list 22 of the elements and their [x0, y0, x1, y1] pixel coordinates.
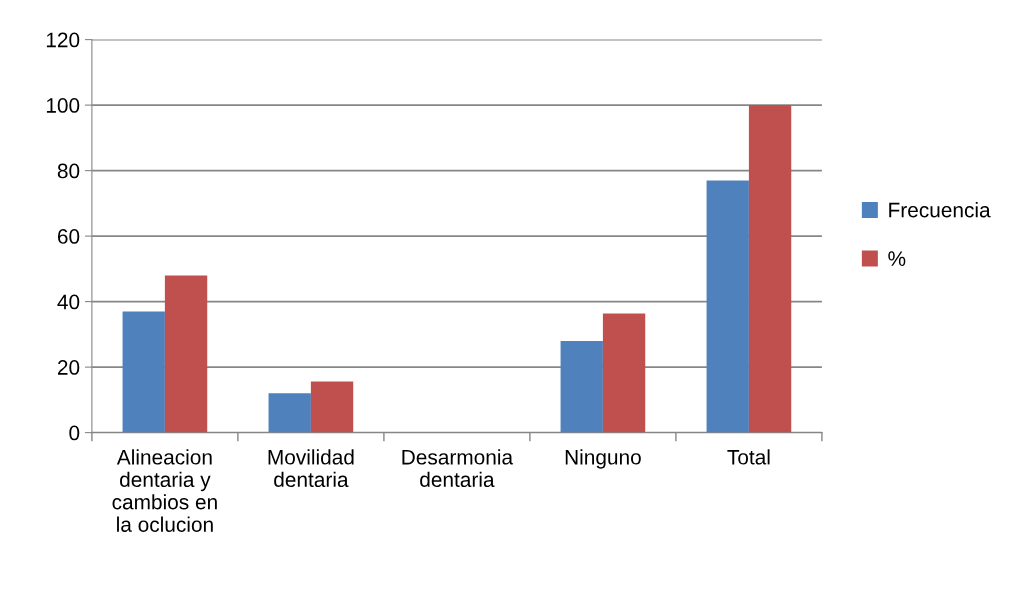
y-tick-label: 0 [69, 425, 80, 441]
y-tick-label: 100 [46, 98, 80, 113]
bar [706, 180, 749, 433]
bar [122, 311, 165, 433]
legend-label: Frecuencia [889, 202, 991, 218]
bar [268, 393, 311, 433]
y-tick-label: 40 [57, 294, 80, 310]
y-tick-label: 120 [46, 32, 80, 48]
bar [748, 105, 792, 433]
legend-label: % [888, 251, 906, 266]
bar [164, 275, 208, 433]
x-tick-label: Movilidad dentaria [268, 449, 354, 488]
bar [560, 340, 603, 433]
y-tick-label: 80 [57, 163, 80, 179]
x-tick-label: Ninguno [565, 449, 641, 469]
x-tick-label: Alineacion dentaria y cambios en la oclucion [112, 449, 217, 532]
x-tick-label: Total [727, 449, 770, 465]
bar [310, 381, 354, 433]
y-tick-label: 60 [57, 229, 80, 244]
y-tick-label: 20 [57, 360, 80, 375]
x-tick-label: Desarmonia dentaria [402, 449, 514, 488]
bar [602, 313, 646, 433]
